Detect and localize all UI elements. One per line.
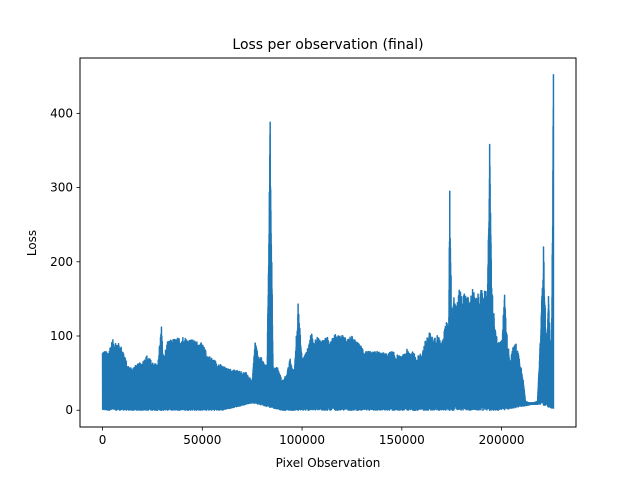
x-axis: 0 50000 100000 150000 200000 [99, 427, 525, 447]
x-axis-label: Pixel Observation [276, 456, 381, 470]
y-tick-label: 100 [50, 329, 73, 343]
x-tick-label: 150000 [379, 433, 425, 447]
y-tick-label: 400 [50, 106, 73, 120]
y-tick-label: 200 [50, 255, 73, 269]
series-line-0 [101, 74, 555, 411]
y-tick-label: 300 [50, 181, 73, 195]
plot-area [101, 74, 555, 411]
x-tick-label: 100000 [279, 433, 325, 447]
chart-title: Loss per observation (final) [232, 37, 423, 53]
y-tick-label: 0 [65, 403, 73, 417]
axes-frame [79, 57, 577, 428]
x-tick-label: 50000 [183, 433, 221, 447]
y-axis: 0 100 200 300 400 [50, 106, 80, 417]
x-tick-label: 200000 [479, 433, 525, 447]
y-axis-label: Loss [25, 230, 39, 256]
x-tick-label: 0 [99, 433, 107, 447]
